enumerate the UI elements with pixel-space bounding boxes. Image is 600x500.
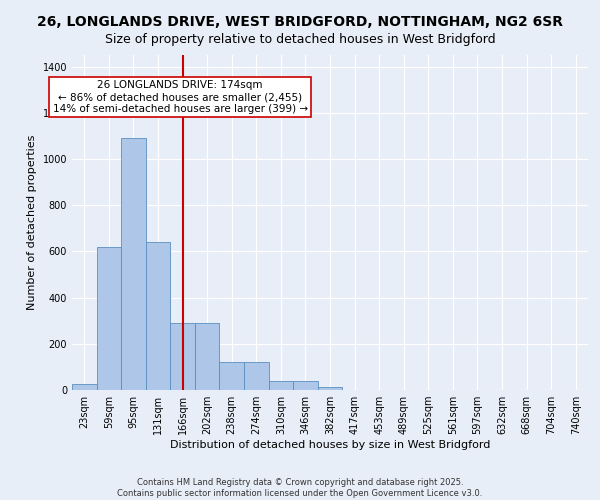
Bar	[293, 381, 318, 390]
Bar	[220, 362, 244, 390]
Text: Size of property relative to detached houses in West Bridgford: Size of property relative to detached ho…	[104, 32, 496, 46]
Y-axis label: Number of detached properties: Number of detached properties	[27, 135, 37, 310]
Text: 26 LONGLANDS DRIVE: 174sqm
← 86% of detached houses are smaller (2,455)
14% of s: 26 LONGLANDS DRIVE: 174sqm ← 86% of deta…	[53, 80, 308, 114]
Bar	[121, 138, 146, 390]
X-axis label: Distribution of detached houses by size in West Bridgford: Distribution of detached houses by size …	[170, 440, 490, 450]
Text: Contains HM Land Registry data © Crown copyright and database right 2025.
Contai: Contains HM Land Registry data © Crown c…	[118, 478, 482, 498]
Bar	[97, 247, 121, 390]
Bar	[170, 323, 195, 390]
Bar	[269, 381, 293, 390]
Bar	[244, 362, 269, 390]
Bar	[318, 386, 342, 390]
Bar	[72, 384, 97, 390]
Bar	[195, 323, 220, 390]
Bar	[146, 242, 170, 390]
Text: 26, LONGLANDS DRIVE, WEST BRIDGFORD, NOTTINGHAM, NG2 6SR: 26, LONGLANDS DRIVE, WEST BRIDGFORD, NOT…	[37, 15, 563, 29]
